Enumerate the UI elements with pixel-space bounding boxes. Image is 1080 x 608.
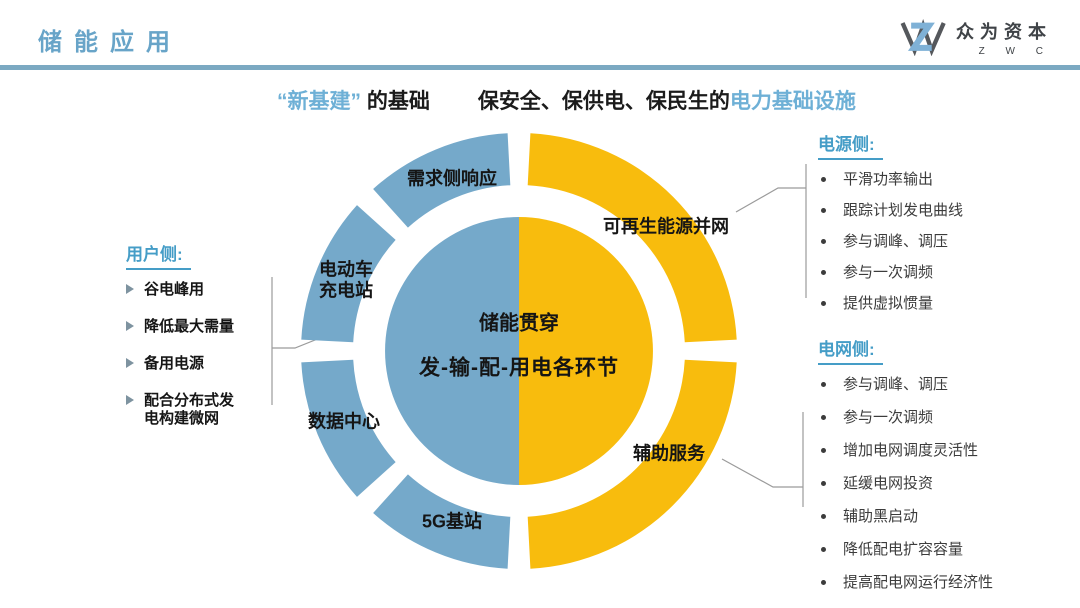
- list-item: 辅助黑启动: [818, 508, 1078, 526]
- list-item-text: 参与调峰、调压: [843, 233, 949, 250]
- ring-segment-可再生能源并网: [527, 133, 737, 343]
- list-item-text: 谷电峰用: [144, 281, 205, 298]
- list-item: 跟踪计划发电曲线: [818, 202, 1068, 220]
- donut-ring: [301, 133, 737, 569]
- dot-bullet-icon: [821, 270, 826, 275]
- list-item: 降低最大需量: [126, 318, 306, 336]
- grid-side-heading: 电网侧:: [818, 335, 883, 365]
- dot-bullet-icon: [821, 580, 826, 585]
- connector-source-link: [735, 187, 806, 213]
- list-item-text: 降低最大需量: [144, 318, 235, 335]
- title-divider-line: [0, 65, 1080, 70]
- list-item: 降低配电扩容容量: [818, 541, 1078, 559]
- ring-segment-电动车充电站: [301, 205, 396, 343]
- list-item: 提供虚拟惯量: [818, 295, 1068, 313]
- list-item: 参与一次调频: [818, 409, 1078, 427]
- dot-bullet-icon: [821, 415, 826, 420]
- list-item: 参与调峰、调压: [818, 376, 1078, 394]
- inner-circle-right-half: [519, 217, 653, 485]
- dot-bullet-icon: [821, 177, 826, 182]
- page-title: 储能应用: [38, 29, 182, 56]
- inner-circle-left-half: [385, 217, 519, 485]
- arrow-bullet-icon: [126, 284, 134, 294]
- company-logo: 众为资本 Z W C: [900, 14, 1052, 61]
- user-side-heading: 用户侧:: [126, 240, 191, 270]
- dot-bullet-icon: [821, 208, 826, 213]
- ring-segment-数据中心: [301, 359, 396, 497]
- list-item: 提高配电网运行经济性: [818, 574, 1078, 592]
- list-item-text: 平滑功率输出: [843, 171, 934, 188]
- power-source-side-heading: 电源侧:: [818, 130, 883, 160]
- grid-side-list: 参与调峰、调压 参与一次调频增加电网调度灵活性 延缓电网投资 辅助黑启动降低配电扩容容…: [818, 376, 1078, 592]
- grid-side-panel: 电网侧: 参与调峰、调压 参与一次调频增加电网调度灵活性 延缓电网投资 辅助黑启动降低…: [818, 335, 1078, 607]
- ring-segment-辅助服务: [527, 359, 737, 569]
- list-item-text: 备用电源: [144, 355, 205, 372]
- list-item-text: 提高配电网运行经济性: [843, 574, 994, 591]
- subtitle-part-2: 保安全、保供电、保民生的: [477, 90, 730, 113]
- list-item-text: 参与一次调频: [843, 409, 934, 426]
- list-item: 平滑功率输出: [818, 171, 1068, 189]
- subtitle-part-0: “新基建”: [277, 90, 361, 113]
- dot-bullet-icon: [821, 481, 826, 486]
- list-item: 谷电峰用: [126, 281, 306, 299]
- dot-bullet-icon: [821, 448, 826, 453]
- power-source-side-list: 平滑功率输出跟踪计划发电曲线 参与调峰、调压 参与一次调频 提供虚拟惯量: [818, 171, 1068, 313]
- list-item: 备用电源: [126, 355, 306, 373]
- arrow-bullet-icon: [126, 321, 134, 331]
- logo-text: 众为资本 Z W C: [956, 18, 1052, 57]
- logo-company-name: 众为资本: [956, 22, 1052, 42]
- connector-grid-link: [721, 458, 803, 488]
- list-item: 参与调峰、调压: [818, 233, 1068, 251]
- list-item: 延缓电网投资: [818, 475, 1078, 493]
- zwc-logo-icon: [900, 14, 948, 61]
- user-side-panel: 用户侧: 谷电峰用降低最大需量 备用电源配合分布式发电构建微网: [126, 240, 306, 447]
- subtitle-part-3: 电力基础设施: [729, 90, 856, 113]
- dot-bullet-icon: [821, 514, 826, 519]
- user-side-list: 谷电峰用降低最大需量 备用电源配合分布式发电构建微网: [126, 281, 306, 428]
- list-item-text: 跟踪计划发电曲线: [843, 202, 964, 219]
- subtitle: “新基建” 的基础 保安全、保供电、保民生的电力基础设施: [277, 85, 856, 115]
- list-item-text: 提供虚拟惯量: [843, 295, 934, 312]
- list-item: 参与一次调频: [818, 264, 1068, 282]
- list-item: 增加电网调度灵活性: [818, 442, 1078, 460]
- dot-bullet-icon: [821, 382, 826, 387]
- power-source-side-panel: 电源侧: 平滑功率输出跟踪计划发电曲线 参与调峰、调压 参与一次调频 提供虚拟惯量: [818, 130, 1068, 326]
- connector-lines: [271, 164, 807, 507]
- ring-segment-5G基站: [373, 474, 511, 569]
- list-item-text: 辅助黑启动: [843, 508, 919, 525]
- list-item-text: 延缓电网投资: [843, 475, 934, 492]
- dot-bullet-icon: [821, 547, 826, 552]
- list-item: 配合分布式发电构建微网: [126, 392, 306, 428]
- ring-segment-需求侧响应: [373, 133, 511, 228]
- dot-bullet-icon: [821, 239, 826, 244]
- list-item-text: 参与调峰、调压: [843, 376, 949, 393]
- arrow-bullet-icon: [126, 358, 134, 368]
- list-item-text: 降低配电扩容容量: [843, 541, 964, 558]
- arrow-bullet-icon: [126, 395, 134, 405]
- list-item-text: 参与一次调频: [843, 264, 934, 281]
- subtitle-part-1: 的基础: [361, 90, 430, 113]
- logo-abbreviation: Z W C: [978, 46, 1052, 57]
- list-item-text: 增加电网调度灵活性: [843, 442, 979, 459]
- dot-bullet-icon: [821, 301, 826, 306]
- list-item-text: 配合分布式发电构建微网: [144, 392, 235, 427]
